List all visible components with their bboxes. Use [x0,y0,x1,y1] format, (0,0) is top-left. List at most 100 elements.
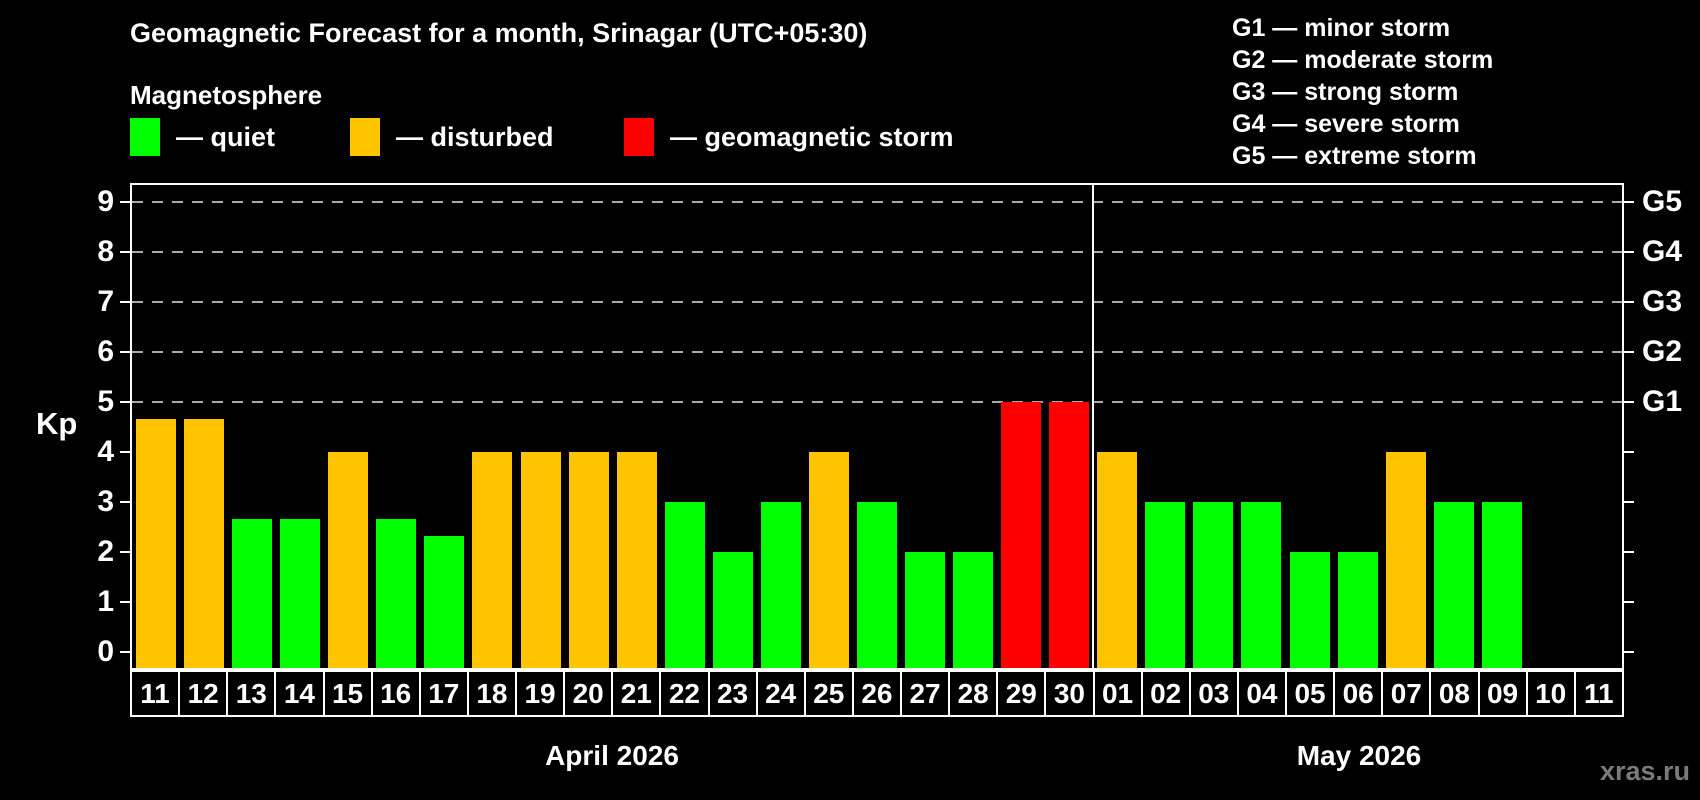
g-axis-label-g1: G1 [1642,385,1683,418]
day-cell-apr-12: 12 [178,670,229,717]
legend-item-disturbed: — disturbed [350,118,624,156]
kp-bar-apr-22 [664,502,705,668]
kp-bar-apr-24 [760,502,801,668]
day-cell-may-09: 09 [1477,670,1528,717]
kp-bar-may-03 [1193,502,1234,668]
day-cell-apr-16: 16 [370,670,421,717]
y-axis-tick-left-3 [120,501,130,503]
day-cell-apr-22: 22 [659,670,710,717]
y-axis-tick-left-9 [120,201,130,203]
g-axis-label-g5: G5 [1642,185,1683,218]
y-axis-tick-left-7 [120,301,130,303]
day-cell-apr-19: 19 [515,670,566,717]
day-cell-may-04: 04 [1236,670,1287,717]
y-axis-label-8: 8 [97,235,114,268]
kp-bar-apr-19 [520,452,561,668]
y-axis-tick-right-8 [1624,251,1634,253]
gridline-kp9 [132,201,1622,203]
y-axis-label-1: 1 [97,585,114,618]
kp-bar-apr-18 [472,452,513,668]
g-axis-label-g2: G2 [1642,335,1683,368]
y-axis-tick-right-9 [1624,201,1634,203]
kp-bar-may-06 [1337,552,1378,668]
g-scale-line-g4: G4 — severe storm [1232,110,1460,138]
y-axis-tick-right-4 [1624,451,1634,453]
y-axis-tick-left-1 [120,601,130,603]
magnetosphere-label: Magnetosphere [130,80,323,110]
y-axis-label-6: 6 [97,335,114,368]
kp-bar-apr-20 [568,452,609,668]
legend: — quiet — disturbed — geomagnetic storm [130,116,954,158]
kp-bar-apr-17 [424,535,465,668]
gridline-kp8 [132,251,1622,253]
y-axis-tick-right-0 [1624,651,1634,653]
day-cell-may-11: 11 [1573,670,1624,717]
legend-label: — geomagnetic storm [670,121,954,152]
y-axis-label-5: 5 [97,385,114,418]
kp-bar-apr-25 [808,452,849,668]
y-axis-tick-left-2 [120,551,130,553]
day-axis: 11 12 13 14 15 16 17 18 19 20 21 22 23 24 25 26 27 28 29 30… [130,670,1624,717]
day-cell-apr-24: 24 [755,670,806,717]
kp-bar-apr-11 [136,418,176,668]
kp-bar-apr-14 [280,518,321,668]
kp-bar-may-07 [1385,452,1426,668]
y-axis-tick-right-5 [1624,401,1634,403]
day-cell-apr-13: 13 [226,670,277,717]
kp-bar-may-04 [1241,502,1282,668]
day-cell-apr-14: 14 [274,670,325,717]
page-title: Geomagnetic Forecast for a month, Srinag… [130,18,868,48]
y-axis-tick-left-6 [120,351,130,353]
g-axis-label-g4: G4 [1642,235,1683,268]
y-axis-tick-right-3 [1624,501,1634,503]
legend-item-quiet: — quiet [130,118,350,156]
gridline-kp6 [132,351,1622,353]
kp-bar-apr-13 [232,518,273,668]
day-cell-apr-20: 20 [563,670,614,717]
y-axis-label-4: 4 [97,435,114,468]
kp-bar-may-02 [1145,502,1186,668]
y-axis-label-9: 9 [97,185,114,218]
day-cell-may-03: 03 [1188,670,1239,717]
disturbed-swatch-icon [350,118,380,156]
g-scale-legend: G1 — minor storm G2 — moderate storm G3 … [1232,12,1493,172]
month-label-april: April 2026 [545,740,679,771]
kp-bar-apr-12 [184,418,225,668]
storm-swatch-icon [624,118,654,156]
day-cell-may-07: 07 [1381,670,1432,717]
y-axis-title: Kp [36,406,78,441]
kp-bar-apr-16 [376,518,417,668]
y-axis-tick-left-0 [120,651,130,653]
gridline-kp7 [132,301,1622,303]
kp-bar-apr-26 [856,502,897,668]
y-axis-tick-right-7 [1624,301,1634,303]
kp-bar-apr-30 [1049,402,1090,668]
kp-bar-may-05 [1289,552,1330,668]
kp-bar-may-08 [1433,502,1474,668]
day-cell-apr-29: 29 [996,670,1047,717]
day-cell-apr-27: 27 [900,670,951,717]
kp-bar-apr-21 [616,452,657,668]
y-axis-label-7: 7 [97,285,114,318]
day-cell-apr-15: 15 [322,670,373,717]
y-axis-tick-right-1 [1624,601,1634,603]
y-axis-tick-left-8 [120,251,130,253]
day-cell-apr-11: 11 [130,670,181,717]
y-axis-tick-left-4 [120,451,130,453]
legend-item-storm: — geomagnetic storm [624,118,954,156]
day-cell-apr-23: 23 [707,670,758,717]
day-cell-apr-18: 18 [466,670,517,717]
y-axis-label-3: 3 [97,485,114,518]
legend-label: — quiet [176,121,275,152]
kp-bar-apr-29 [1001,402,1042,668]
watermark: xras.ru [1599,756,1690,786]
legend-label: — disturbed [396,121,554,152]
g-axis-label-g3: G3 [1642,285,1683,318]
month-separator [1092,185,1095,668]
day-cell-apr-25: 25 [803,670,854,717]
kp-bar-apr-27 [905,552,946,668]
kp-bar-may-09 [1481,502,1522,668]
kp-bar-apr-15 [328,452,369,668]
day-cell-may-01: 01 [1092,670,1143,717]
